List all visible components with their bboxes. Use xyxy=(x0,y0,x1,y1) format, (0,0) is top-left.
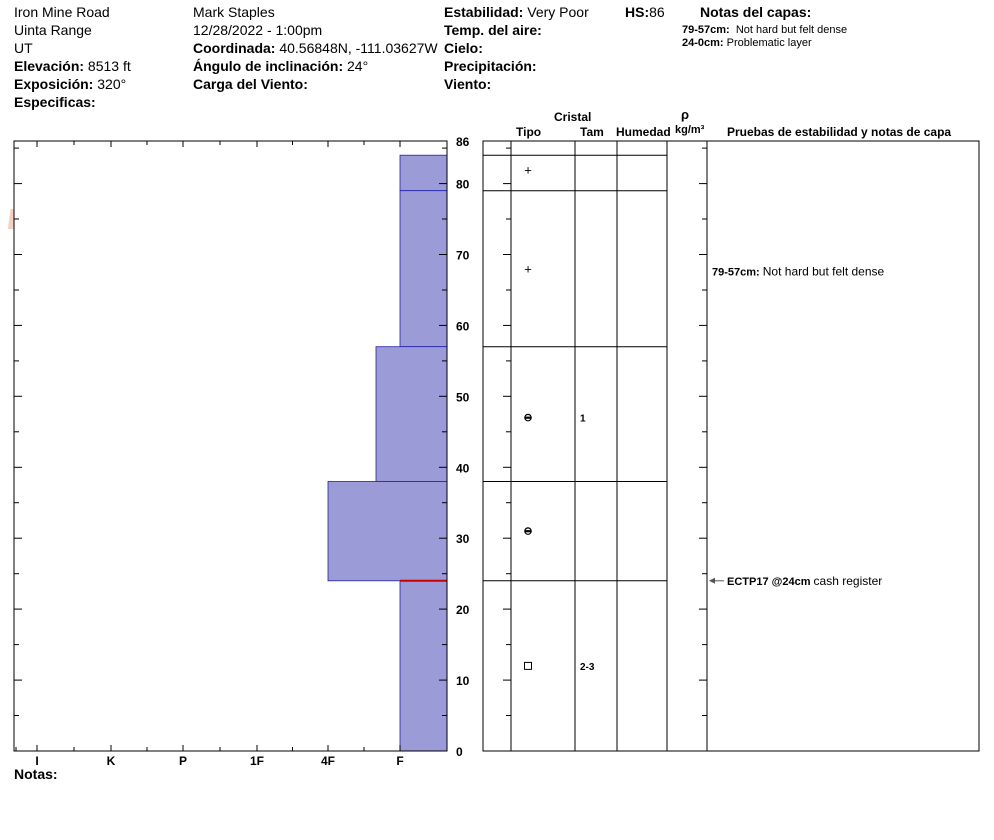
hardness-plot: 86 80 70 60 50 40 30 20 10 0 I K P 1F 4F F xyxy=(13,135,470,768)
layer-comment: 79-57cm: Not hard but felt dense xyxy=(712,265,885,279)
x-tick-label: P xyxy=(179,754,187,768)
layer-notes-label: Notas del capas: xyxy=(700,4,812,20)
coordinates-label: Coordinada: xyxy=(193,40,276,56)
exposure-value: 320° xyxy=(97,76,127,92)
size-header: Tam xyxy=(580,125,604,139)
coordinates-value: 40.56848N, -111.03627W xyxy=(279,40,438,56)
y-tick-label: 86 xyxy=(456,135,470,149)
location-name: Iron Mine Road xyxy=(14,4,110,20)
layer-note-range: 79-57cm: xyxy=(682,24,730,36)
layer-note: 79-57cm: Not hard but felt dense xyxy=(682,24,847,37)
moisture-header: Humedad xyxy=(616,125,671,139)
sky-label: Cielo: xyxy=(444,40,483,56)
layer-note-text: Not hard but felt dense xyxy=(735,24,848,36)
crystal-header: Cristal xyxy=(554,110,592,124)
layer-note-range: 24-0cm: xyxy=(682,37,724,49)
hardness-layer-bar xyxy=(399,154,448,192)
x-tick-label: K xyxy=(107,754,116,768)
layer-comment-text: Not hard but felt dense xyxy=(763,265,885,279)
plot-border xyxy=(13,140,448,752)
crystal-symbol-rounding-bar xyxy=(524,530,532,533)
layer-note-text: Problematic layer xyxy=(726,37,812,49)
test-arrow-head xyxy=(709,577,715,584)
x-tick-label: F xyxy=(396,754,403,768)
y-tick-label: 40 xyxy=(456,461,470,475)
snow-height: HS:86 xyxy=(625,4,665,20)
hardness-layer-bar xyxy=(399,580,448,752)
air-temp-label: Temp. del aire: xyxy=(444,22,542,38)
layer-note: 24-0cm: Problematic layer xyxy=(682,37,812,50)
type-header: Tipo xyxy=(516,125,542,139)
elevation-label: Elevación: xyxy=(14,58,85,74)
specifics-label: Especificas: xyxy=(14,94,96,110)
slope-value: 24° xyxy=(347,58,369,74)
exposure: Exposición: 320° xyxy=(14,76,126,92)
y-tick-label: 30 xyxy=(456,532,470,546)
x-tick-label: 1F xyxy=(250,754,264,768)
notes-label: Notas: xyxy=(14,766,58,782)
y-tick-label: 10 xyxy=(456,674,470,688)
crystal-size: 1 xyxy=(580,414,586,425)
wind-label: Viento: xyxy=(444,76,492,92)
crystal-symbol-plus: + xyxy=(524,262,532,277)
stability-test: ECTP17 @24cm cash register xyxy=(727,574,882,588)
crystal-size: 2-3 xyxy=(580,662,595,673)
stability: Estabilidad: Very Poor xyxy=(444,4,589,20)
crystal-symbol-plus: + xyxy=(524,162,532,177)
y-tick-label: 80 xyxy=(456,178,470,192)
crystal-symbol-rounding-bar xyxy=(524,416,532,419)
slope-label: Ángulo de inclinación: xyxy=(193,58,344,74)
crystal-table: + +1 2-3 79-57cm: Not hard but felt dense EC… xyxy=(482,140,980,752)
x-tick-label: 4F xyxy=(321,754,335,768)
elevation: Elevación: 8513 ft xyxy=(14,58,131,74)
y-tick-label: 20 xyxy=(456,603,470,617)
state-name: UT xyxy=(14,40,33,56)
plot-frame xyxy=(13,140,448,752)
rho-header: ρ xyxy=(681,107,690,122)
tests-header: Pruebas de estabilidad y notas de capa xyxy=(727,125,952,139)
coordinates: Coordinada: 40.56848N, -111.03627W xyxy=(193,40,438,56)
wind-load-label: Carga del Viento: xyxy=(193,76,308,92)
density-unit-header: kg/m³ xyxy=(675,124,705,136)
slope-angle: Ángulo de inclinación: 24° xyxy=(193,58,368,74)
hardness-layer-bar xyxy=(399,190,448,348)
y-tick-label: 60 xyxy=(456,319,470,333)
x-tick-label: I xyxy=(35,754,38,768)
range-name: Uinta Range xyxy=(14,22,92,38)
hardness-layer-bar xyxy=(327,481,448,582)
table-frame xyxy=(482,140,980,752)
hardness-layer-bar xyxy=(375,346,448,482)
crystal-symbol-faceted xyxy=(524,661,532,670)
observer-name: Mark Staples xyxy=(193,4,275,20)
elevation-value: 8513 ft xyxy=(87,58,131,74)
hs-label: HS: xyxy=(625,4,650,20)
observation-datetime: 12/28/2022 - 1:00pm xyxy=(193,22,323,38)
stability-label: Estabilidad: xyxy=(444,4,524,20)
stability-value: Very Poor xyxy=(527,4,589,20)
precip-label: Precipitación: xyxy=(444,58,537,74)
exposure-label: Exposición: xyxy=(14,76,94,92)
y-tick-label: 70 xyxy=(456,249,470,263)
y-tick-label: 0 xyxy=(456,745,463,759)
y-tick-label: 50 xyxy=(456,390,470,404)
stability-test-label: ECTP17 @24cm xyxy=(727,576,814,588)
stability-test-comment: cash register xyxy=(814,574,883,588)
layer-comment-range: 79-57cm: xyxy=(712,267,763,279)
hs-value: 86 xyxy=(649,4,665,20)
